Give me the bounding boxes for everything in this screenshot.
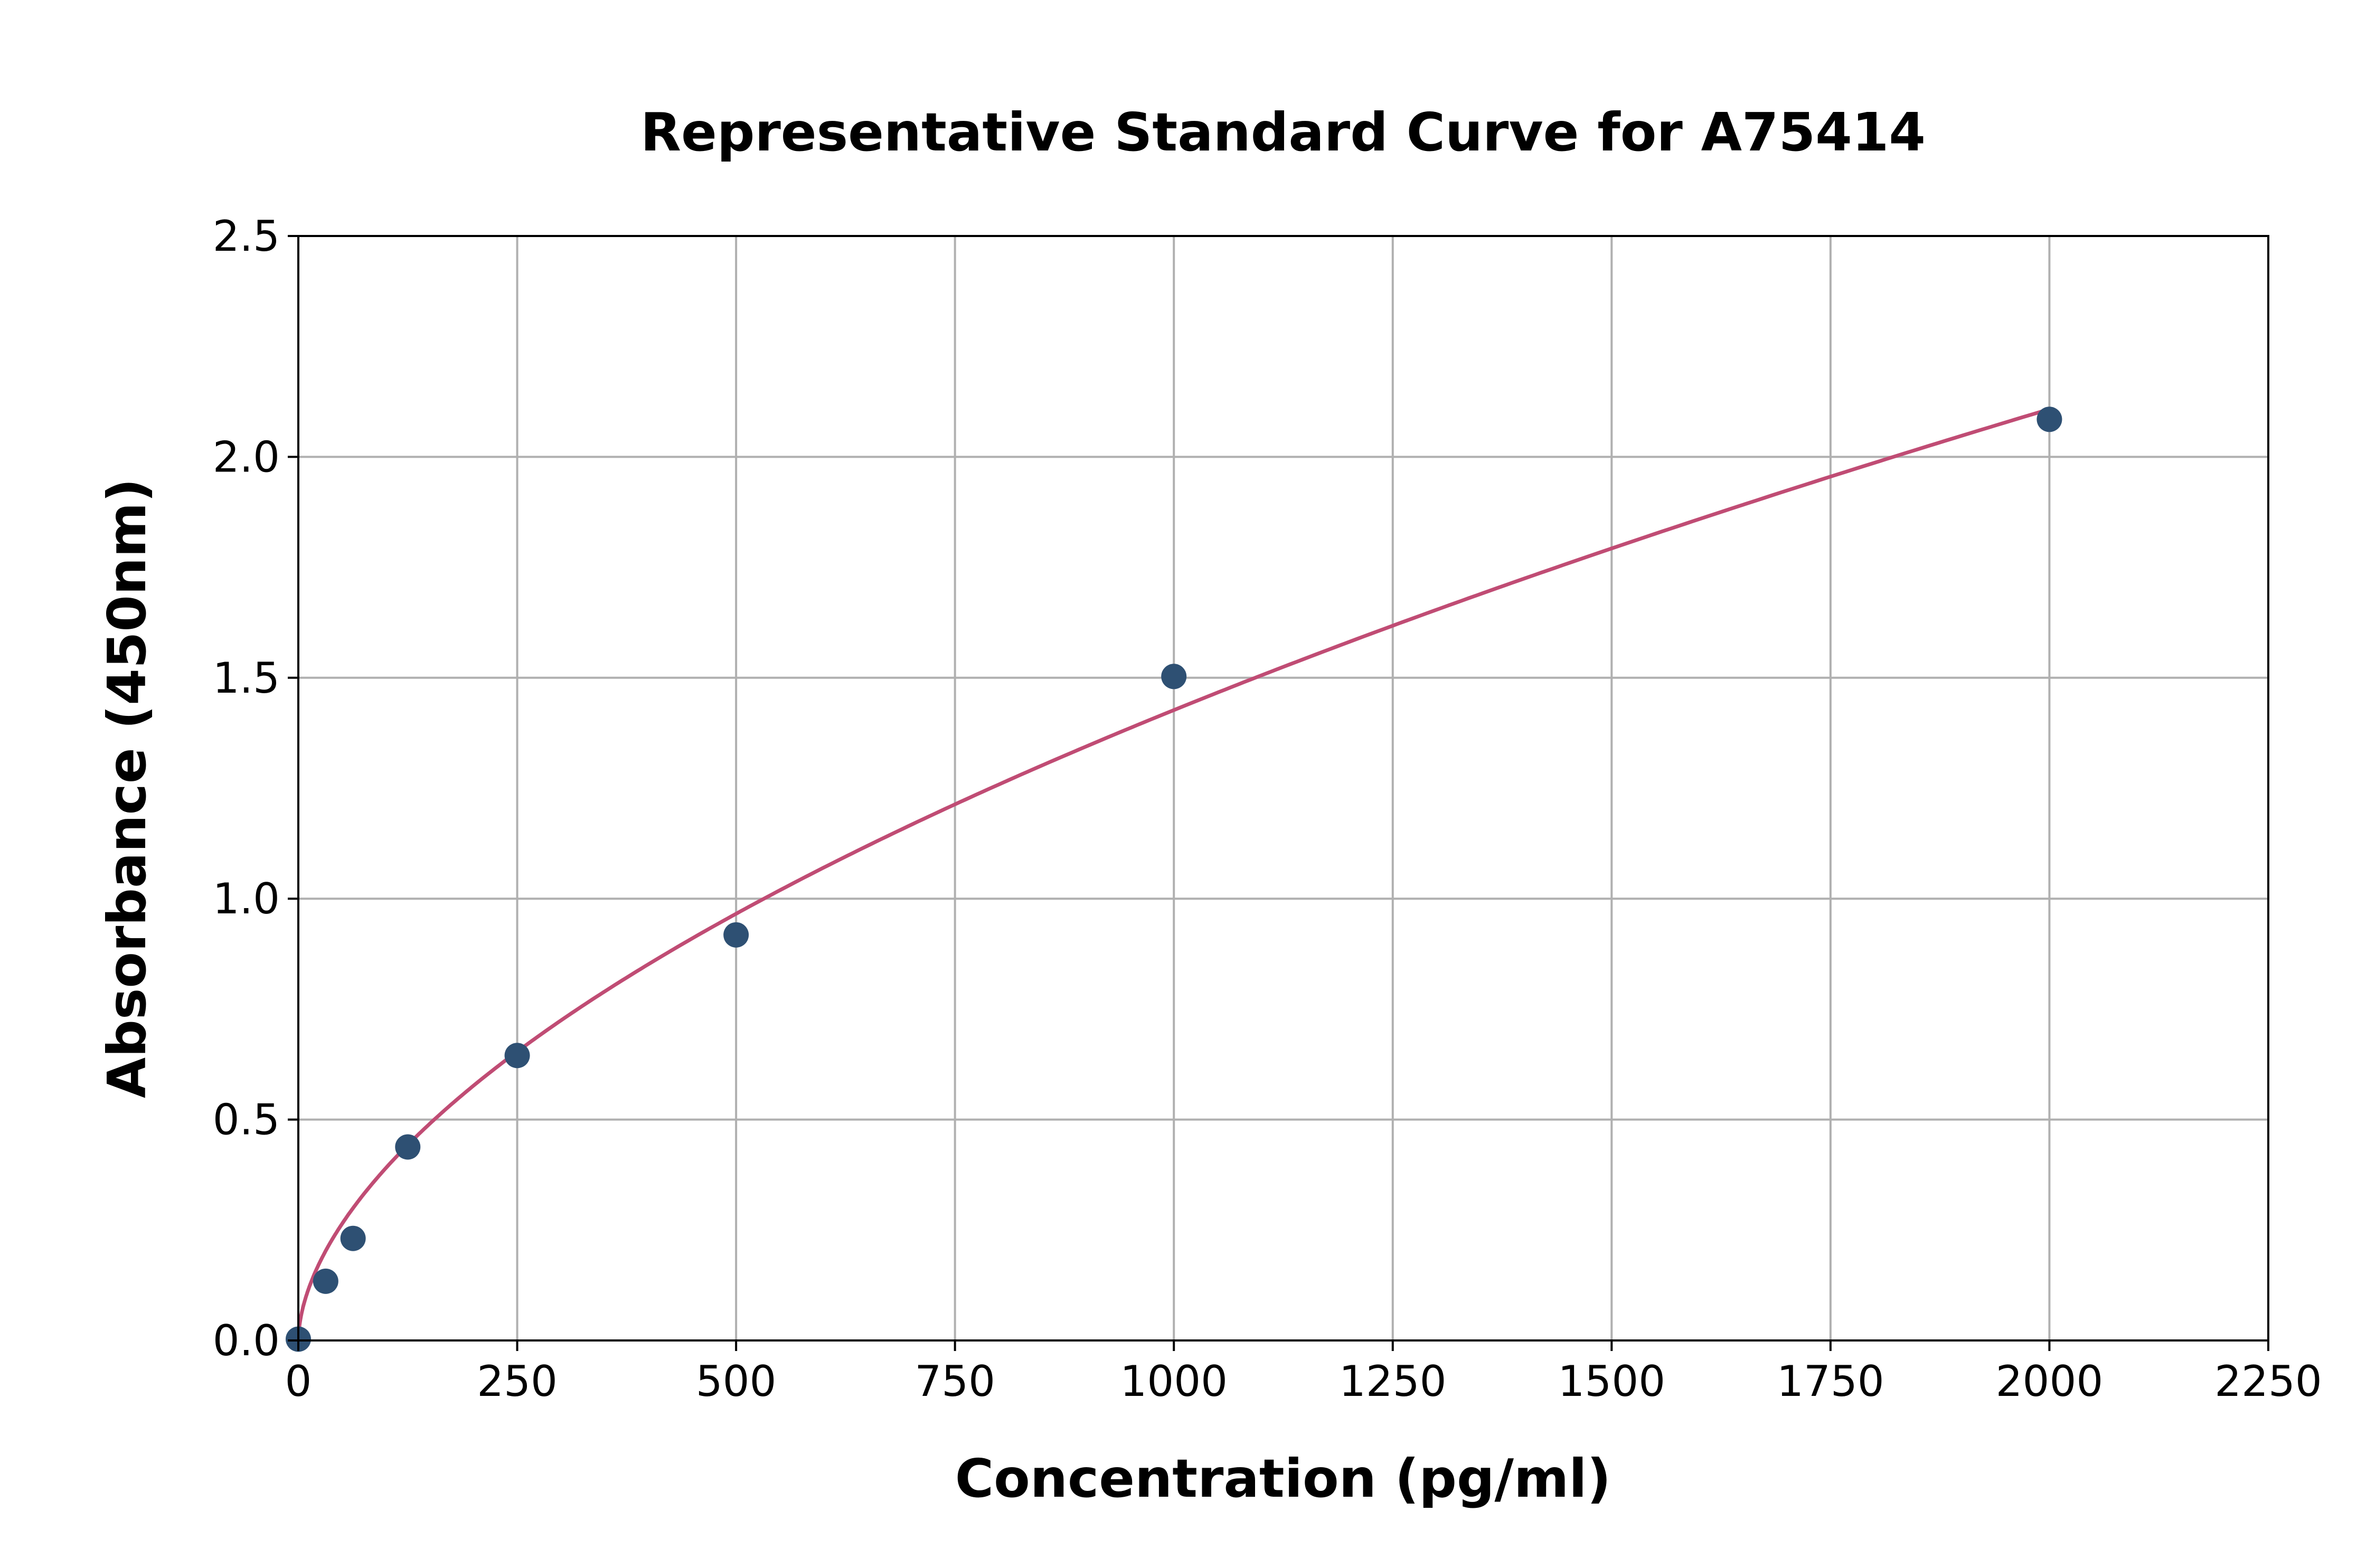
y-tick-label: 0.0 bbox=[213, 1316, 280, 1365]
plot-frame bbox=[297, 235, 2269, 1342]
x-tick-label: 2250 bbox=[2214, 1357, 2322, 1406]
x-axis-ticks: 0 250 500 750 1000 1250 1500 1750 2000 2250 bbox=[285, 1340, 2322, 1406]
y-tick-label: 1.0 bbox=[213, 874, 280, 923]
y-tick-label: 0.5 bbox=[213, 1095, 280, 1145]
data-points bbox=[286, 407, 2062, 1352]
x-axis-label: Concentration (pg/ml) bbox=[955, 1448, 1611, 1509]
data-point bbox=[340, 1225, 366, 1251]
x-tick-label: 1500 bbox=[1558, 1357, 1666, 1406]
chart-title: Representative Standard Curve for A75414 bbox=[640, 101, 1926, 163]
y-axis-label: Absorbance (450nm) bbox=[96, 478, 158, 1098]
grid bbox=[297, 235, 2269, 1342]
x-tick-label: 750 bbox=[914, 1357, 995, 1406]
y-axis-ticks: 0.0 0.5 1.0 1.5 2.0 2.5 bbox=[213, 212, 298, 1365]
data-point bbox=[1161, 664, 1187, 689]
x-tick-label: 1000 bbox=[1120, 1357, 1228, 1406]
x-tick-label: 0 bbox=[285, 1357, 312, 1406]
y-tick-label: 1.5 bbox=[213, 654, 280, 703]
y-tick-label: 2.5 bbox=[213, 212, 280, 261]
data-point bbox=[313, 1268, 338, 1294]
data-point bbox=[723, 922, 749, 948]
fit-curve-group bbox=[296, 407, 2050, 1340]
x-tick-label: 250 bbox=[477, 1357, 558, 1406]
x-tick-label: 1750 bbox=[1777, 1357, 1884, 1406]
data-point bbox=[504, 1043, 530, 1069]
fit-curve bbox=[296, 407, 2050, 1340]
x-tick-label: 2000 bbox=[1996, 1357, 2104, 1406]
x-tick-label: 500 bbox=[696, 1357, 777, 1406]
data-point bbox=[395, 1134, 421, 1160]
data-point bbox=[2036, 407, 2062, 432]
x-tick-label: 1250 bbox=[1339, 1357, 1447, 1406]
y-tick-label: 2.0 bbox=[213, 432, 280, 481]
